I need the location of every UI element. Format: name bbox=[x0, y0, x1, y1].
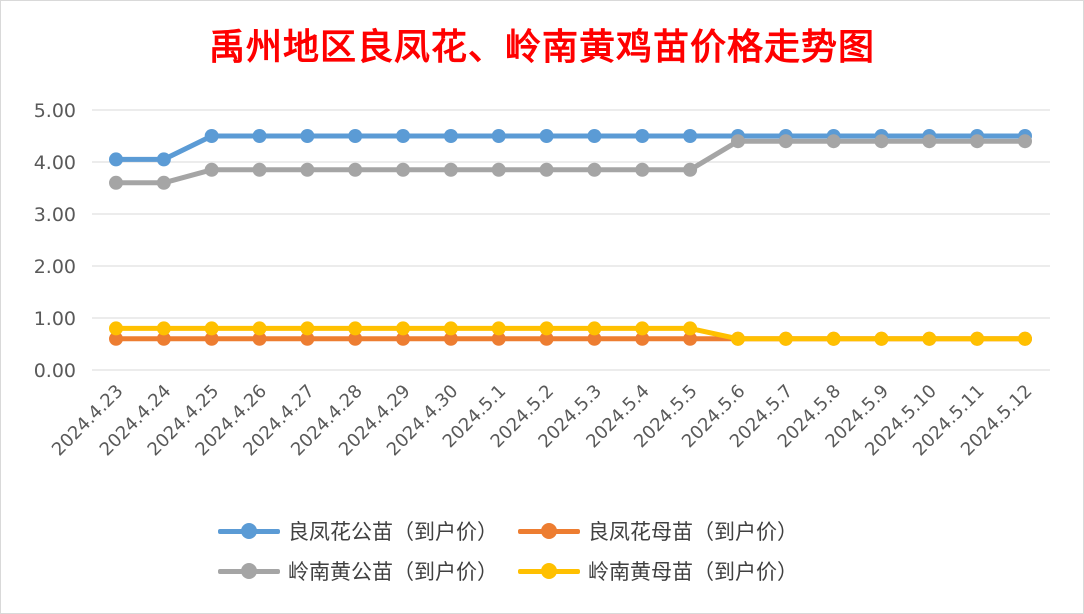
series-3 bbox=[109, 134, 1032, 190]
legend-swatch bbox=[518, 521, 580, 541]
data-point bbox=[491, 129, 506, 143]
data-point bbox=[156, 321, 171, 336]
series-group bbox=[109, 129, 1032, 346]
line-chart: 0.00 1.00 2.00 3.00 4.00 5.00 2024.4.232024.4… bbox=[34, 100, 1050, 461]
data-point bbox=[300, 129, 315, 143]
data-point bbox=[396, 162, 411, 177]
data-point bbox=[204, 129, 219, 143]
y-tick-label: 5.00 bbox=[34, 100, 76, 122]
data-point bbox=[348, 331, 363, 346]
data-point bbox=[922, 331, 937, 346]
data-point bbox=[443, 321, 458, 336]
data-point bbox=[1018, 331, 1032, 346]
data-point bbox=[539, 162, 554, 177]
legend-row: 岭南黄公苗（到户价） 岭南黄母苗（到户价） bbox=[218, 556, 818, 586]
data-point bbox=[443, 162, 458, 177]
legend-item: 岭南黄公苗（到户价） bbox=[218, 556, 498, 586]
legend-item: 岭南黄母苗（到户价） bbox=[518, 556, 798, 586]
data-point bbox=[252, 321, 267, 336]
data-point bbox=[204, 331, 219, 346]
legend-swatch bbox=[218, 561, 280, 581]
data-point bbox=[443, 331, 458, 346]
data-point bbox=[683, 321, 698, 336]
data-point bbox=[683, 331, 698, 346]
data-point bbox=[348, 129, 363, 143]
data-point bbox=[109, 321, 123, 336]
data-point bbox=[730, 134, 745, 149]
data-point bbox=[1018, 134, 1032, 149]
legend-label: 岭南黄母苗（到户价） bbox=[588, 560, 798, 584]
series-line bbox=[113, 138, 1028, 186]
data-point bbox=[587, 162, 602, 177]
data-point bbox=[826, 134, 841, 149]
data-point bbox=[683, 162, 698, 177]
data-point bbox=[635, 331, 650, 346]
legend-label: 岭南黄公苗（到户价） bbox=[288, 560, 498, 584]
data-point bbox=[970, 331, 985, 346]
data-point bbox=[300, 162, 315, 177]
legend-label: 良凤花母苗（到户价） bbox=[588, 520, 798, 544]
data-point bbox=[252, 129, 267, 143]
data-point bbox=[156, 175, 171, 190]
data-point bbox=[778, 331, 793, 346]
y-tick-label: 0.00 bbox=[34, 360, 76, 382]
data-point bbox=[635, 162, 650, 177]
data-point bbox=[970, 134, 985, 149]
data-point bbox=[204, 162, 219, 177]
data-point bbox=[874, 134, 889, 149]
data-point bbox=[300, 321, 315, 336]
data-point bbox=[156, 331, 171, 346]
data-point bbox=[730, 331, 745, 346]
data-point bbox=[922, 134, 937, 149]
legend-label: 良凤花公苗（到户价） bbox=[288, 520, 498, 544]
legend-item: 良凤花公苗（到户价） bbox=[218, 516, 498, 546]
data-point bbox=[204, 321, 219, 336]
legend-item: 良凤花母苗（到户价） bbox=[518, 516, 798, 546]
data-point bbox=[396, 321, 411, 336]
data-point bbox=[826, 331, 841, 346]
gridlines bbox=[92, 109, 1050, 371]
series-1 bbox=[109, 129, 1032, 167]
y-tick-label: 2.00 bbox=[34, 256, 76, 278]
data-point bbox=[874, 331, 889, 346]
data-point bbox=[587, 331, 602, 346]
data-point bbox=[348, 162, 363, 177]
data-point bbox=[683, 129, 698, 143]
data-point bbox=[635, 129, 650, 143]
chart-title: 禹州地区良凤花、岭南黄鸡苗价格走势图 bbox=[208, 26, 875, 68]
x-axis-ticks: 2024.4.232024.4.242024.4.252024.4.262024… bbox=[48, 381, 1037, 461]
data-point bbox=[348, 321, 363, 336]
legend-row: 良凤花公苗（到户价） 良凤花母苗（到户价） bbox=[218, 516, 818, 546]
data-point bbox=[300, 331, 315, 346]
series-line bbox=[113, 133, 1028, 162]
series-4 bbox=[109, 321, 1032, 346]
data-point bbox=[778, 134, 793, 149]
data-point bbox=[491, 331, 506, 346]
data-point bbox=[539, 129, 554, 143]
data-point bbox=[396, 331, 411, 346]
legend-swatch bbox=[518, 561, 580, 581]
data-point bbox=[252, 162, 267, 177]
data-point bbox=[109, 331, 123, 346]
data-point bbox=[109, 175, 123, 190]
data-point bbox=[252, 331, 267, 346]
data-point bbox=[443, 129, 458, 143]
data-point bbox=[635, 321, 650, 336]
series-line bbox=[113, 325, 1028, 342]
data-point bbox=[109, 152, 123, 167]
y-axis-ticks: 0.00 1.00 2.00 3.00 4.00 5.00 bbox=[34, 100, 76, 382]
data-point bbox=[587, 129, 602, 143]
y-tick-label: 4.00 bbox=[34, 152, 76, 174]
data-point bbox=[491, 321, 506, 336]
data-point bbox=[539, 331, 554, 346]
y-tick-label: 3.00 bbox=[34, 204, 76, 226]
data-point bbox=[539, 321, 554, 336]
y-tick-label: 1.00 bbox=[34, 308, 76, 330]
data-point bbox=[587, 321, 602, 336]
data-point bbox=[156, 152, 171, 167]
data-point bbox=[491, 162, 506, 177]
data-point bbox=[396, 129, 411, 143]
legend-swatch bbox=[218, 521, 280, 541]
